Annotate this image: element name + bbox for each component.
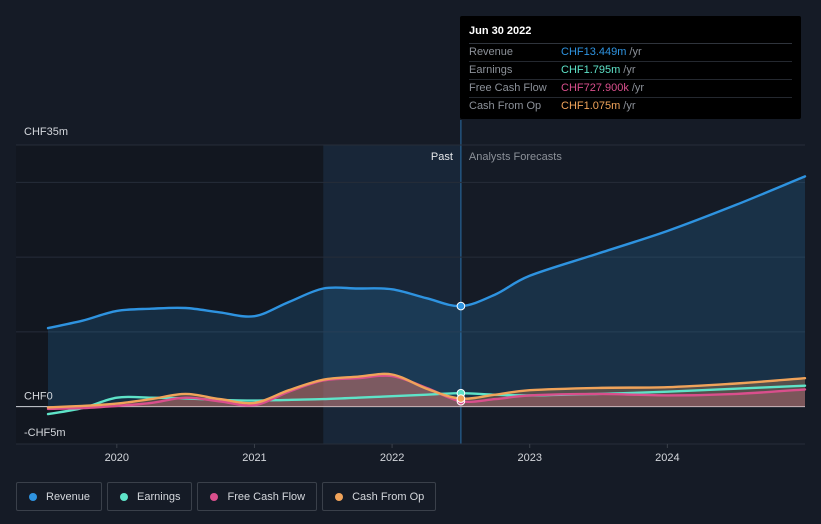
y-tick-label: CHF35m: [24, 126, 68, 138]
tooltip-unit: /yr: [629, 46, 642, 58]
tooltip-unit: /yr: [623, 100, 636, 112]
revenue-line: [46, 175, 807, 330]
hover-tooltip: Jun 30 2022 Revenue CHF13.449m/yr Earnings…: [460, 16, 801, 119]
legend-label: Free Cash Flow: [227, 490, 306, 503]
tooltip-row: Cash From Op CHF1.075m/yr: [469, 98, 792, 115]
grid-lines: [16, 144, 805, 445]
hover-markers: [456, 301, 466, 406]
tooltip-rows: Revenue CHF13.449m/yr Earnings CHF1.795m/yr…: [469, 44, 792, 115]
legend-dot-icon: [210, 492, 219, 501]
free-cash-flow-line: [46, 374, 807, 411]
tooltip-row: Revenue CHF13.449m/yr: [469, 44, 792, 62]
forecast-label: Analysts Forecasts: [469, 151, 562, 163]
legend-dot-icon: [29, 492, 37, 501]
x-tick-label: 2022: [380, 452, 404, 464]
legend-label: Earnings: [137, 490, 181, 503]
x-tick-label: 2020: [105, 452, 129, 464]
tooltip-series-name: Revenue: [469, 46, 514, 58]
tooltip-series-name: Free Cash Flow: [469, 82, 547, 94]
cash-from-op-line: [46, 372, 807, 409]
tooltip-row: Earnings CHF1.795m/yr: [469, 62, 792, 80]
chart-legend: Revenue Earnings Free Cash Flow Cash From O…: [16, 482, 437, 511]
tooltip-series-value: CHF1.075m: [561, 100, 621, 112]
legend-item-earnings[interactable]: Earnings: [107, 482, 193, 511]
past-label: Past: [431, 151, 453, 163]
revenue-area: [48, 176, 805, 407]
tooltip-date: Jun 30 2022: [469, 25, 792, 44]
tooltip-unit: /yr: [631, 82, 645, 94]
revenue-hover-point: [456, 301, 466, 311]
y-tick-label: CHF0: [24, 391, 53, 403]
legend-item-free-cash-flow[interactable]: Free Cash Flow: [197, 482, 318, 511]
free-cash-flow-area: [48, 375, 805, 409]
tooltip-series-name: Cash From Op: [469, 100, 542, 112]
legend-dot-icon: [120, 492, 129, 501]
x-tick-label: 2021: [242, 452, 266, 464]
x-tick-label: 2024: [655, 452, 679, 464]
tooltip-series-value: CHF1.795m: [561, 64, 621, 76]
x-tick-label: 2023: [517, 452, 541, 464]
cash-from-op-hover-point: [456, 394, 466, 403]
legend-label: Cash From Op: [352, 490, 425, 503]
y-tick-label: -CHF5m: [24, 427, 66, 439]
axis-labels: CHF35m CHF0 -CHF5m 2020 2021 2022 2023 2024 Past…: [24, 126, 680, 464]
tooltip-series-value: CHF13.449m: [561, 46, 627, 58]
chart-background: [16, 120, 462, 444]
legend-dot-icon: [335, 492, 344, 501]
legend-item-cash-from-op[interactable]: Cash From Op: [322, 482, 437, 511]
tooltip-series-name: Earnings: [469, 64, 513, 76]
legend-item-revenue[interactable]: Revenue: [16, 482, 103, 511]
series-areas: [48, 176, 805, 409]
series-lines: [46, 175, 807, 416]
cash-from-op-area: [48, 373, 805, 408]
tooltip-series-value: CHF727.900k: [561, 82, 629, 94]
tooltip-unit: /yr: [623, 64, 636, 76]
tooltip-row: Free Cash Flow CHF727.900k/yr: [469, 80, 792, 98]
legend-label: Revenue: [46, 490, 91, 503]
